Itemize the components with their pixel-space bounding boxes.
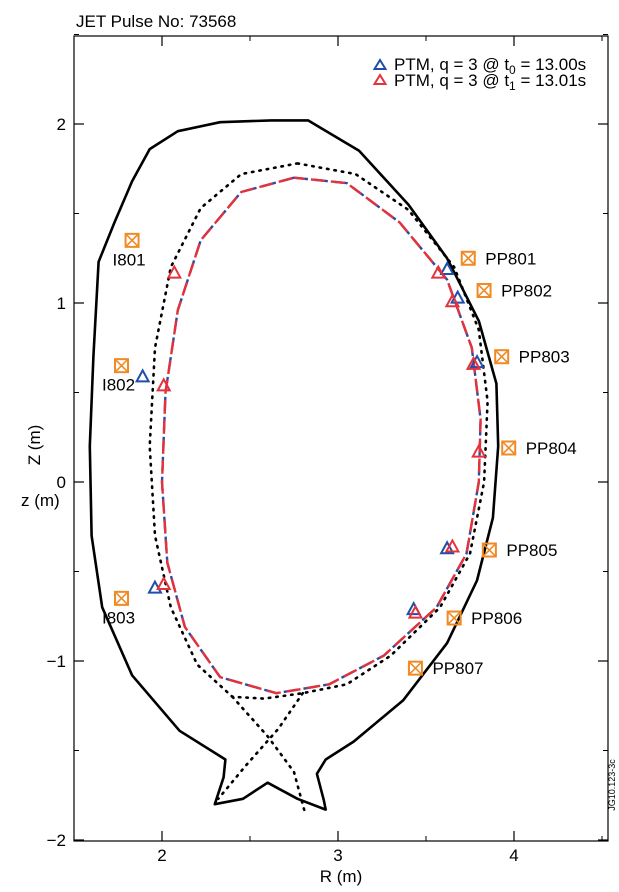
coil-marker-i801 (124, 232, 140, 248)
coil-cross-b (501, 440, 516, 456)
legend-label-t1-tail: = 13.01s (516, 71, 586, 90)
coil-label-i802: I802 (102, 376, 135, 395)
x-axis-label: R (m) (320, 867, 362, 886)
x-tick-label-2: 2 (157, 846, 166, 865)
coil-marker-pp806 (446, 610, 462, 626)
coil-label-pp805: PP805 (506, 541, 557, 560)
coil-label-pp804: PP804 (526, 439, 577, 458)
coil-cross-b (482, 542, 497, 558)
coil-label-pp806: PP806 (471, 609, 522, 628)
coil-marker-i803 (114, 590, 130, 606)
ptm-t1-marker-4 (465, 355, 482, 370)
coil-box (407, 660, 423, 676)
y-axis-label: Z (m) (25, 425, 44, 466)
coil-marker-pp804 (501, 440, 517, 456)
ptm-t0-marker-4 (134, 368, 151, 383)
y-tick-label--2: −2 (47, 831, 66, 850)
coil-box (446, 610, 462, 626)
coil-marker-pp807 (407, 660, 423, 676)
coil-marker-pp801 (460, 250, 476, 266)
coil-box (460, 250, 476, 266)
x-tick-label-3: 3 (333, 846, 342, 865)
coil-marker-pp802 (476, 282, 492, 298)
coil-box (114, 590, 130, 606)
coil-label-i801: I801 (113, 250, 146, 269)
y-axis-label-overlay: z (m) (21, 491, 60, 510)
legend-label-t1-main: PTM, q = 3 @ t (394, 71, 509, 90)
y-tick-label--1: −1 (47, 652, 66, 671)
legend-label-t0-sub: 0 (509, 63, 516, 77)
coil-box (114, 358, 130, 374)
ptm-t1-marker-8 (156, 575, 172, 591)
coil-cross-b (461, 251, 476, 266)
coil-cross-b (114, 358, 129, 373)
coil-marker-pp803 (494, 349, 510, 365)
ptm-t1-marker-6 (471, 443, 487, 458)
coil-box (501, 440, 517, 456)
legend-label-t0-main: PTM, q = 3 @ t (394, 55, 509, 74)
divertor-leg-1 (217, 691, 305, 801)
coil-box (494, 349, 510, 365)
coil-box (481, 542, 497, 558)
coil-label-pp801: PP801 (485, 249, 536, 268)
y-tick-label-0: 0 (57, 473, 66, 492)
y-tick-label-1: 1 (57, 294, 66, 313)
figure-reference-code: JG10.123-3c (607, 759, 617, 811)
ptm-t0-marker-3 (469, 353, 485, 369)
legend-marker-t1 (372, 73, 388, 85)
coil-label-pp802: PP802 (501, 281, 552, 300)
coil-label-pp803: PP803 (519, 348, 570, 367)
legend-label-t0: PTM, q = 3 @ t0 = 13.00s (394, 55, 586, 77)
ptm-t1-marker-2 (430, 264, 447, 279)
coil-cross-b (125, 233, 140, 248)
legend-label-t0-tail: = 13.00s (516, 55, 586, 74)
coil-marker-i802 (114, 358, 130, 374)
ptm-t1-marker-7 (444, 538, 461, 553)
ptm-t1-marker-5 (156, 377, 172, 392)
coil-box (476, 282, 492, 298)
coil-cross-b (494, 349, 509, 364)
divertor-leg-2 (231, 695, 306, 813)
coil-cross-b (447, 610, 462, 626)
ptm-t1-marker-3 (444, 293, 461, 308)
legend-marker-t0 (372, 58, 388, 70)
first-wall-contour (88, 119, 500, 811)
coil-label-i803: I803 (102, 608, 135, 627)
legend-label-t1: PTM, q = 3 @ t1 = 13.01s (394, 71, 586, 93)
x-tick-label-4: 4 (509, 846, 518, 865)
coil-cross-b (477, 283, 492, 298)
coil-marker-pp805 (481, 542, 497, 558)
plot-data-layer: I801 I802 I803 PP801 PP802 PP803 PP804 PP805 PP8… (88, 119, 577, 813)
ptm-t0-marker-2 (449, 289, 466, 304)
coil-cross-b (408, 661, 423, 676)
legend-label-t1-sub: 1 (509, 79, 516, 93)
ptm-t0-marker-5 (439, 540, 455, 555)
coil-label-pp807: PP807 (432, 659, 483, 678)
plot-frame (73, 35, 609, 842)
coil-box (124, 232, 140, 248)
legend: PTM, q = 3 @ t0 = 13.00s PTM, q = 3 @ t1… (372, 55, 586, 93)
ptm-t0-marker-1 (439, 260, 455, 275)
axis-layer: 2 3 4 −2 −1 0 1 2 (47, 34, 608, 865)
ptm-t1-marker-9 (407, 604, 424, 619)
coil-cross-b (114, 591, 129, 606)
ptm-t1-marker-1 (166, 264, 183, 279)
chart-title: JET Pulse No: 73568 (76, 12, 236, 31)
separatrix-dotted (148, 162, 489, 700)
y-tick-label-2: 2 (57, 115, 66, 134)
